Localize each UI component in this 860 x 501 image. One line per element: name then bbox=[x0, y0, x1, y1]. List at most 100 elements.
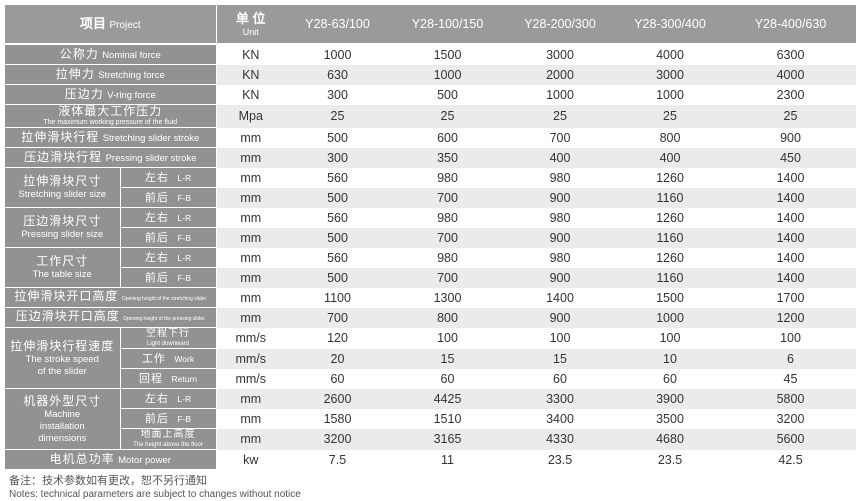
value-cell: 630 bbox=[285, 64, 390, 85]
value-cell: 500 bbox=[285, 267, 390, 288]
row-label-en: V-ring force bbox=[107, 89, 156, 101]
model-header: Y28-200/300 bbox=[505, 5, 615, 45]
row-label-en: Nominal force bbox=[102, 49, 161, 61]
table-row: 压边滑块尺寸 Pressing slider size 左右 L-R mm 560 98… bbox=[5, 207, 856, 248]
value-cell: 42.5 bbox=[725, 449, 856, 470]
value-cell: 900 bbox=[505, 187, 615, 208]
sub-label-cn: 工作 bbox=[141, 353, 166, 365]
value-cell: 100 bbox=[615, 327, 725, 349]
value-cell: 400 bbox=[505, 147, 615, 168]
value-cell: 1400 bbox=[725, 267, 856, 288]
value-cell: 3900 bbox=[615, 388, 725, 409]
value-cell: 100 bbox=[725, 327, 856, 349]
notes: 备注：技术参数如有更改，恕不另行通知 Notes: technical para… bbox=[9, 474, 860, 501]
row-label: 液体最大工作压力 The maximum working pressure of… bbox=[5, 104, 217, 128]
group-label-en: The stroke speed of the slider bbox=[25, 353, 99, 377]
unit-cell: KN bbox=[216, 64, 285, 85]
value-cell: 900 bbox=[505, 227, 615, 248]
value-cell: 1000 bbox=[615, 84, 725, 105]
row-label-en: The maximum working pressure of the flui… bbox=[43, 119, 178, 126]
table-row: 压边力 V-ring force KN 300 500 1000 1000 2300 bbox=[5, 84, 856, 105]
value-cell: 4000 bbox=[725, 64, 856, 85]
sub-label: 工作 Work bbox=[120, 348, 217, 369]
sub-label-en: F-B bbox=[177, 233, 192, 243]
value-cell: 5600 bbox=[725, 428, 856, 450]
value-cell: 900 bbox=[725, 127, 856, 148]
value-cell: 11 bbox=[390, 449, 505, 470]
row-label-en: Stretching slider stroke bbox=[102, 132, 200, 144]
value-cell: 60 bbox=[285, 368, 390, 389]
unit-cell: mm bbox=[216, 388, 285, 409]
group-label-en: The table size bbox=[32, 269, 92, 280]
value-cell: 23.5 bbox=[615, 449, 725, 470]
sub-label-cn: 左右 bbox=[144, 172, 169, 184]
value-cell: 700 bbox=[285, 307, 390, 328]
value-cell: 60 bbox=[615, 368, 725, 389]
value-cell: 1400 bbox=[725, 167, 856, 188]
value-cell: 1500 bbox=[390, 44, 505, 65]
value-cell: 4680 bbox=[615, 428, 725, 450]
project-header-cn: 项目 bbox=[79, 15, 106, 31]
sub-label: 左右 L-R bbox=[120, 167, 217, 188]
value-cell: 1400 bbox=[725, 207, 856, 228]
value-cell: 3400 bbox=[505, 408, 615, 429]
value-cell: 10 bbox=[615, 348, 725, 369]
notes-en: Notes: technical parameters are subject … bbox=[9, 489, 301, 500]
value-cell: 120 bbox=[285, 327, 390, 349]
group-label-en: Machine installation dimensions bbox=[38, 408, 87, 444]
group-label-en: Pressing slider size bbox=[21, 229, 104, 240]
value-cell: 300 bbox=[285, 84, 390, 105]
table-row: 拉伸滑块行程速度 The stroke speed of the slider 空… bbox=[5, 327, 856, 389]
row-label-en: Motor power bbox=[118, 454, 171, 466]
unit-cell: mm bbox=[216, 127, 285, 148]
value-cell: 3300 bbox=[505, 388, 615, 409]
value-cell: 3200 bbox=[725, 408, 856, 429]
group-label: 拉伸滑块尺寸 Stretching slider size bbox=[5, 167, 121, 208]
unit-cell: mm bbox=[216, 147, 285, 168]
header-row: 项目 Project 单 位 Unit Y28-63/100 Y28-100/1… bbox=[5, 5, 856, 45]
value-cell: 25 bbox=[505, 104, 615, 128]
table-row: 前后 F-B mm 500 700 900 1160 1400 bbox=[5, 227, 856, 248]
value-cell: 980 bbox=[390, 167, 505, 188]
sub-label-en: Return bbox=[171, 374, 197, 384]
sub-label-cn: 左右 bbox=[144, 212, 169, 224]
table-row: 公称力 Nominal force KN 1000 1500 3000 4000 6300 bbox=[5, 44, 856, 65]
value-cell: 25 bbox=[390, 104, 505, 128]
group-label: 压边滑块尺寸 Pressing slider size bbox=[5, 207, 121, 248]
unit-header-en: Unit bbox=[242, 26, 259, 37]
value-cell: 3500 bbox=[615, 408, 725, 429]
value-cell: 4330 bbox=[505, 428, 615, 450]
value-cell: 3000 bbox=[505, 44, 615, 65]
value-cell: 5800 bbox=[725, 388, 856, 409]
row-label-cn: 压边滑块开口高度 bbox=[15, 309, 120, 323]
value-cell: 2600 bbox=[285, 388, 390, 409]
value-cell: 700 bbox=[505, 127, 615, 148]
value-cell: 3200 bbox=[285, 428, 390, 450]
value-cell: 700 bbox=[390, 227, 505, 248]
value-cell: 1160 bbox=[615, 187, 725, 208]
sub-label: 前后 F-B bbox=[120, 187, 217, 208]
value-cell: 6300 bbox=[725, 44, 856, 65]
value-cell: 1000 bbox=[285, 44, 390, 65]
table-row: 拉伸滑块行程 Stretching slider stroke mm 500 600 7… bbox=[5, 127, 856, 148]
value-cell: 1260 bbox=[615, 247, 725, 268]
sub-label-cn: 前后 bbox=[144, 413, 169, 425]
value-cell: 1510 bbox=[390, 408, 505, 429]
sub-label: 地面上高度 The height above the floor bbox=[120, 428, 217, 450]
value-cell: 900 bbox=[505, 307, 615, 328]
group-label-en: Stretching slider size bbox=[18, 189, 107, 200]
table-row: 前后 F-B mm 1580 1510 3400 3500 3200 bbox=[5, 408, 856, 429]
notes-cn: 备注：技术参数如有更改，恕不另行通知 bbox=[9, 475, 207, 487]
table-row: 压边滑块开口高度 Opening height of the pressing … bbox=[5, 307, 856, 328]
sub-label: 回程 Return bbox=[120, 368, 217, 389]
value-cell: 1500 bbox=[615, 287, 725, 308]
value-cell: 1400 bbox=[725, 187, 856, 208]
sub-label-en: L-R bbox=[177, 253, 192, 263]
sub-label-en: F-B bbox=[177, 193, 192, 203]
table-row: 拉伸力 Stretching force KN 630 1000 2000 3000 400… bbox=[5, 64, 856, 85]
value-cell: 23.5 bbox=[505, 449, 615, 470]
project-header: 项目 Project bbox=[5, 5, 216, 45]
value-cell: 3165 bbox=[390, 428, 505, 450]
value-cell: 45 bbox=[725, 368, 856, 389]
